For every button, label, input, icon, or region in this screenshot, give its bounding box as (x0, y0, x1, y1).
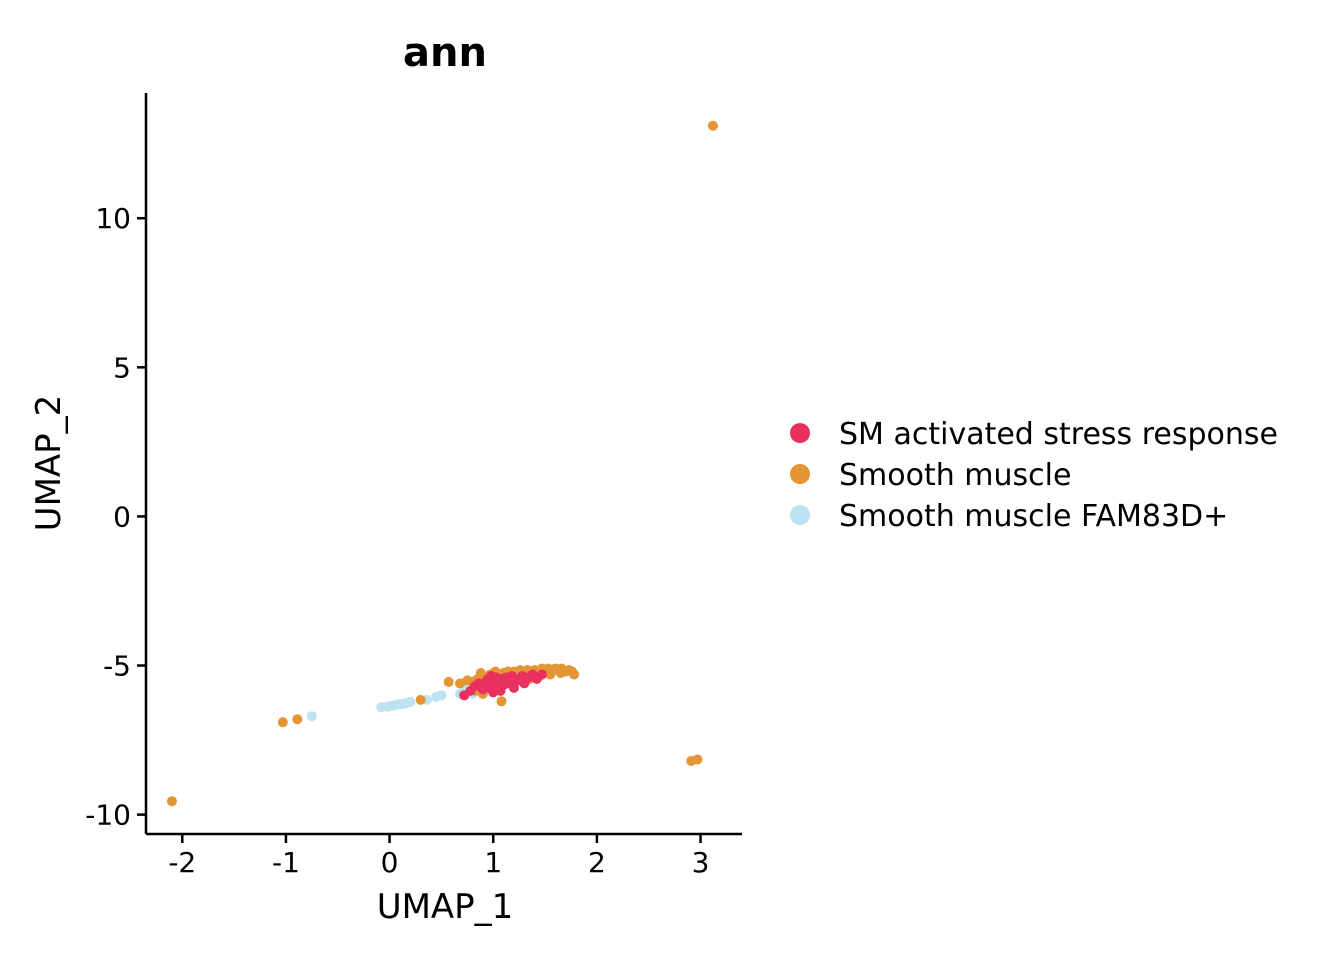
data-point (555, 667, 566, 678)
legend: SM activated stress response Smooth muscl… (790, 417, 1278, 534)
x-tick-label: 1 (484, 846, 502, 879)
y-axis-ticks: -10 -5 0 5 10 (85, 202, 146, 832)
data-point (501, 676, 512, 687)
x-tick-label: 2 (588, 846, 606, 879)
y-axis-title: UMAP_2 (29, 395, 69, 532)
data-point (436, 690, 447, 701)
chart-title: ann (403, 30, 487, 76)
data-point (405, 696, 416, 707)
legend-label: Smooth muscle FAM83D+ (839, 499, 1228, 534)
data-point (443, 676, 454, 687)
y-tick-label: 0 (113, 500, 131, 533)
data-point (536, 669, 547, 680)
data-point (306, 711, 317, 722)
x-axis-title: UMAP_1 (377, 887, 514, 927)
data-point (707, 120, 718, 131)
x-tick-label: -1 (272, 846, 300, 879)
legend-label: Smooth muscle (839, 458, 1071, 493)
data-point (496, 696, 507, 707)
data-point (486, 670, 497, 681)
x-tick-label: 0 (381, 846, 399, 879)
data-point (292, 714, 303, 725)
legend-swatch (790, 464, 810, 484)
data-point (495, 685, 506, 696)
legend-swatch (790, 505, 810, 525)
data-point (514, 673, 525, 684)
x-tick-label: 3 (692, 846, 710, 879)
data-point (475, 679, 486, 690)
x-axis-ticks: -2 -1 0 1 2 3 (168, 834, 709, 879)
points-layer (166, 120, 718, 807)
x-tick-label: -2 (168, 846, 196, 879)
data-point (415, 694, 426, 705)
data-point (569, 669, 580, 680)
data-point (686, 755, 697, 766)
y-tick-label: 10 (95, 202, 131, 235)
legend-label: SM activated stress response (839, 417, 1278, 452)
y-tick-label: -10 (85, 799, 131, 832)
y-tick-label: 5 (113, 351, 131, 384)
data-point (508, 682, 519, 693)
data-point (166, 796, 177, 807)
data-point (545, 669, 556, 680)
data-point (277, 717, 288, 728)
y-tick-label: -5 (103, 650, 131, 683)
legend-swatch (790, 423, 810, 443)
